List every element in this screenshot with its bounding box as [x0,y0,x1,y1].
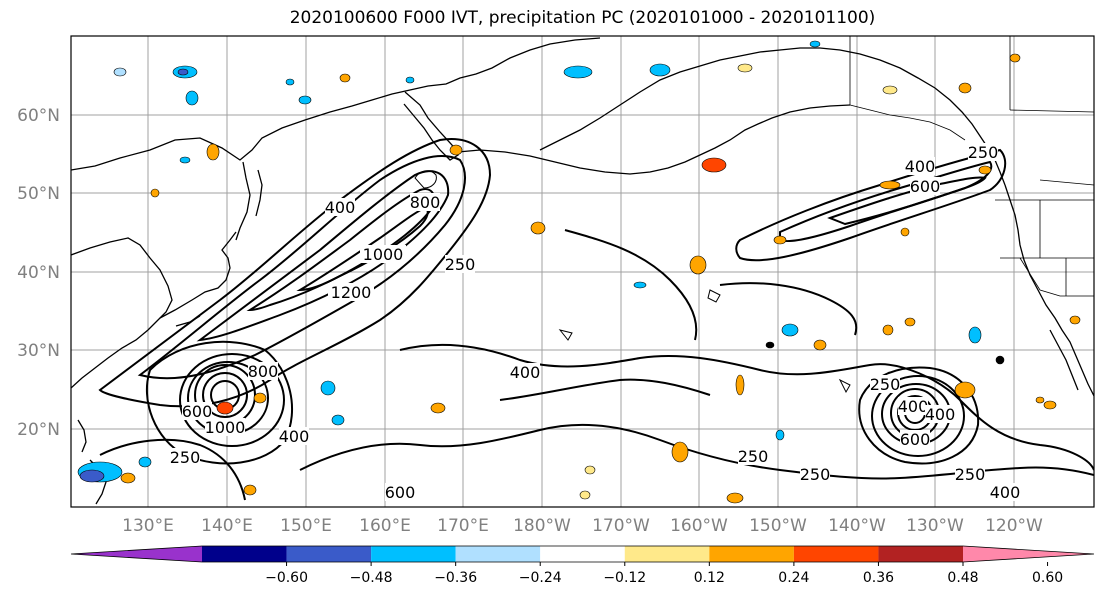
label-bg [205,418,245,436]
label-bg [925,405,955,423]
lat-label: 40°N [17,263,60,283]
label-bg [385,483,415,501]
coastlines [71,37,1094,505]
lat-label: 50°N [17,184,60,204]
contour-label: 250 [955,465,986,484]
lon-label: 170°W [592,516,650,536]
contour-label: 1000 [363,245,404,264]
label-bg [738,447,768,465]
colorbar-swatch [624,546,710,562]
lon-label: 160°E [359,516,411,536]
contour-label: 250 [738,447,769,466]
lat-label: 60°N [17,106,60,126]
lat-label: 20°N [17,420,60,440]
label-bg [870,375,900,393]
lon-label: 180°W [513,516,571,536]
contour-label: 800 [410,193,441,212]
borders [849,36,1094,297]
contour-label: 400 [905,157,936,176]
contour-label: 250 [445,255,476,274]
colorbar-swatch [878,546,963,562]
colorbar-swatch [540,546,625,562]
label-bg [328,283,374,301]
label-bg [248,362,278,380]
contour-label: 400 [990,483,1021,502]
label-bg [360,245,406,263]
label-bg [182,402,212,420]
lon-label: 160°W [670,516,728,536]
label-bg [170,448,200,466]
label-bg [800,465,830,483]
contour-label: 400 [898,397,929,416]
contour-label: 1000 [205,418,246,437]
colorbar: −0.60 −0.48 −0.36 −0.24 −0.12 0.12 0.24 0.36 0.4… [70,545,1095,586]
lon-label: 150°E [280,516,332,536]
label-bg [410,193,440,211]
label-bg [900,430,930,448]
label-bg [968,143,998,161]
lon-label: 140°E [201,516,253,536]
lon-label: 170°E [437,516,489,536]
lon-label: 130°E [122,516,174,536]
contour-label: 400 [925,405,956,424]
colorbar-extend-max [963,546,1094,562]
contour-label: 1200 [331,283,372,302]
contour-label: 250 [870,375,901,394]
label-bg [955,465,985,483]
colorbar-tick-label: 0.60 [1032,570,1063,586]
contour-label: 600 [182,402,213,421]
colorbar-swatch [286,546,372,562]
lon-label: 130°W [906,516,964,536]
contour-label: 800 [248,362,279,381]
label-bg [510,363,540,381]
contour-label: 400 [279,427,310,446]
colorbar-tick-label: 0.48 [947,570,978,586]
colorbar-swatch [455,546,541,562]
colorbar-swatch [202,546,287,562]
colorbar-tick-label: 0.24 [778,570,809,586]
label-bg [910,177,940,195]
label-bg [445,255,475,273]
lon-label: 140°W [828,516,886,536]
ivt-contours [98,138,1094,501]
map-title: 2020100600 F000 IVT, precipitation PC (2… [289,8,876,28]
contour-label: 600 [900,430,931,449]
colorbar-swatch [371,546,456,562]
label-bg [990,483,1020,501]
colorbar-tick-label: −0.36 [434,570,477,586]
contour-label: 400 [510,363,541,382]
contour-label: 400 [325,198,356,217]
ivt-thin-contours [414,170,851,394]
ivt-contour-labels: 400 250 800 1000 1200 250 400 600 800 10… [170,143,1021,502]
contour-label: 600 [385,483,416,502]
contour-label: 250 [800,465,831,484]
lat-label: 30°N [17,341,60,361]
colorbar-swatch [793,546,879,562]
map-frame [70,35,1095,508]
colorbar-tick-label: −0.48 [350,570,393,586]
label-bg [905,157,935,175]
contour-label: 250 [968,143,999,162]
colorbar-swatch [709,546,794,562]
label-bg [325,198,355,216]
lon-label: 150°W [749,516,807,536]
label-bg [279,427,309,445]
map-panel: 400 250 800 1000 1200 250 400 600 800 10… [70,35,1095,508]
colorbar-outline [70,545,1095,563]
colorbar-extend-min [71,546,202,562]
colorbar-tick-label: −0.12 [603,570,646,586]
contour-label: 250 [170,448,201,467]
longitude-labels: 130°E 140°E 150°E 160°E 170°E 180°W 170°… [122,516,1043,536]
colorbar-tick-label: −0.60 [265,570,308,586]
lon-label: 120°W [985,516,1043,536]
colorbar-tick-label: 0.12 [694,570,725,586]
latitude-labels: 60°N 50°N 40°N 30°N 20°N [17,106,60,440]
colorbar-tick-label: −0.24 [519,570,562,586]
contour-label: 600 [910,177,941,196]
colorbar-tick-label: 0.36 [863,570,894,586]
precip-shading [77,40,1081,504]
label-bg [898,397,928,415]
